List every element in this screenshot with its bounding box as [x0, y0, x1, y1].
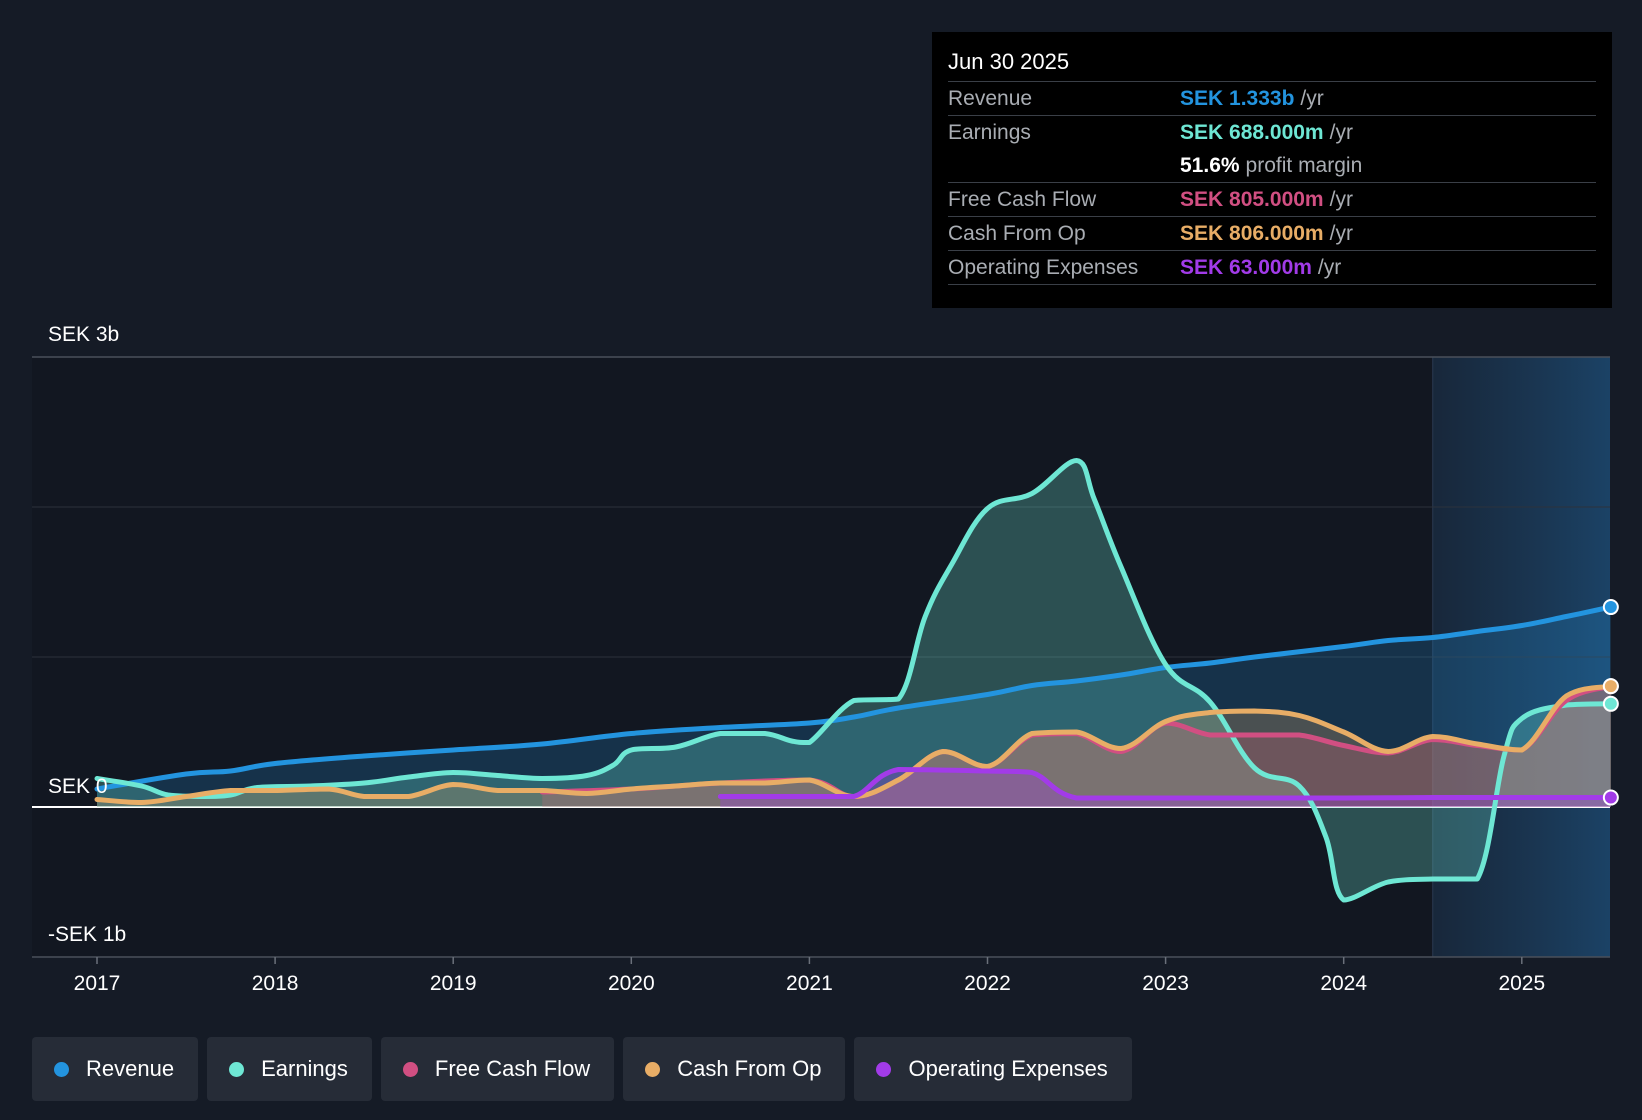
earnings-line: [94, 458, 1614, 903]
tooltip-rows: Revenue SEK 1.333b/yr Earnings SEK 688.000m…: [948, 82, 1596, 285]
x-tick-label: 2023: [1142, 972, 1189, 995]
line-layer: [94, 458, 1614, 903]
dot-layer: [1602, 599, 1619, 806]
legend-item-revenue[interactable]: Revenue: [32, 1037, 199, 1101]
operating-expenses-end-point: [1602, 789, 1619, 806]
operating-expenses-area: [720, 769, 1611, 807]
x-tick-label: 2017: [74, 972, 121, 995]
tooltip-value: SEK 688.000m: [1180, 121, 1324, 144]
free-cash-flow-area: [542, 686, 1611, 807]
legend-label: Revenue: [86, 1056, 175, 1081]
tooltip-value: 51.6%: [1180, 154, 1240, 177]
legend: Revenue Earnings Free Cash Flow Cash From O…: [32, 1037, 1132, 1101]
tooltip-value: SEK 806.000m: [1180, 222, 1324, 245]
cash-from-op-end-point: [1602, 678, 1619, 695]
tooltip-label: Operating Expenses: [948, 256, 1139, 279]
y-axis-label: SEK 0: [48, 775, 108, 798]
tooltip-unit: /yr: [1329, 121, 1353, 144]
earnings-area: [97, 460, 1611, 900]
tooltip-unit: /yr: [1317, 256, 1342, 279]
legend-label: Cash From Op: [677, 1056, 822, 1081]
x-tick-label: 2020: [608, 972, 655, 995]
tooltip-row: Earnings SEK 688.000m/yr: [948, 116, 1596, 149]
tooltip-row: Operating Expenses SEK 63.000m/yr: [948, 251, 1596, 285]
legend-label: Earnings: [261, 1056, 348, 1081]
tooltip-value: SEK 805.000m: [1180, 188, 1324, 211]
tooltip-label: Earnings: [948, 121, 1031, 144]
x-tick-label: 2022: [964, 972, 1011, 995]
legend-dot-icon: [402, 1061, 418, 1077]
legend-item-operating-expenses[interactable]: Operating Expenses: [854, 1037, 1132, 1101]
legend-item-earnings[interactable]: Earnings: [207, 1037, 372, 1101]
legend-label: Free Cash Flow: [434, 1056, 591, 1081]
legend-dot-icon: [229, 1061, 245, 1077]
x-tick-label: 2019: [430, 972, 477, 995]
tooltip-unit: /yr: [1300, 87, 1324, 110]
tooltip-label: Cash From Op: [948, 222, 1086, 245]
legend-item-free-cash-flow[interactable]: Free Cash Flow: [380, 1037, 615, 1101]
legend-dot-icon: [54, 1061, 69, 1077]
tooltip-label: Free Cash Flow: [948, 188, 1097, 211]
revenue-end-point: [1602, 599, 1619, 616]
tooltip-value: SEK 1.333b: [1180, 87, 1295, 110]
tooltip-unit: /yr: [1329, 222, 1353, 245]
tooltip-row: Free Cash Flow SEK 805.000m/yr: [948, 183, 1596, 217]
tooltip-unit: /yr: [1329, 188, 1353, 211]
tooltip-row: 51.6% profit margin: [948, 149, 1596, 183]
legend-dot-icon: [645, 1061, 661, 1077]
legend-label: Operating Expenses: [908, 1056, 1108, 1081]
tooltip-unit: profit margin: [1245, 154, 1363, 177]
data-tooltip: Jun 30 2025 Revenue SEK 1.333b/yr Earnings…: [932, 32, 1612, 308]
area-layer: [97, 460, 1611, 900]
legend-item-cash-from-op[interactable]: Cash From Op: [623, 1037, 846, 1101]
grid-layer: [32, 356, 1610, 958]
revenue-line: [94, 604, 1614, 792]
cash-from-op-area: [97, 686, 1611, 807]
tooltip-value: SEK 63.000m: [1180, 256, 1312, 279]
x-tick-label: 2024: [1320, 972, 1367, 995]
x-tick-label: 2021: [786, 972, 833, 995]
tooltip-row: Cash From Op SEK 806.000m/yr: [948, 217, 1596, 251]
revenue-area: [97, 607, 1611, 807]
tooltip-label: [948, 149, 1180, 182]
x-tick-label: 2025: [1498, 972, 1545, 995]
tooltip-label: Revenue: [948, 87, 1033, 110]
label-layer: SEK 3b SEK 0 -SEK 1b 2017 2018 2019 2020 2021 20…: [48, 323, 1545, 995]
tooltip-row: Revenue SEK 1.333b/yr: [948, 82, 1596, 116]
earnings-end-point: [1602, 695, 1619, 712]
tooltip-date: Jun 30 2025: [948, 46, 1596, 82]
y-axis-label: SEK 3b: [48, 323, 119, 346]
legend-dot-icon: [876, 1061, 892, 1077]
operating-expenses-line: [717, 767, 1614, 801]
y-axis-label: -SEK 1b: [48, 923, 126, 946]
x-tick-label: 2018: [252, 972, 299, 995]
